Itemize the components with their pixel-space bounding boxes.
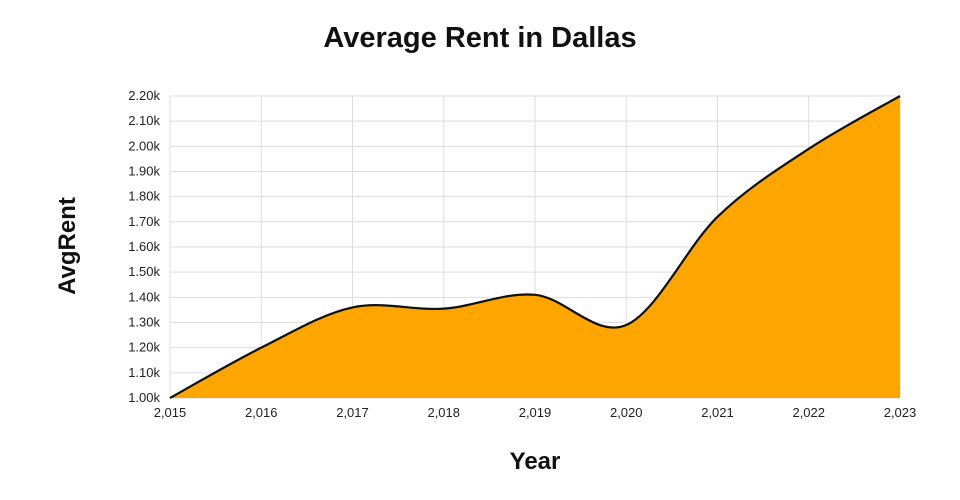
x-tick-label: 2,019 [519,405,552,420]
y-tick-label: 1.80k [128,189,160,204]
y-tick-label: 1.50k [128,264,160,279]
y-tick-label: 2.00k [128,138,160,153]
x-tick-labels: 2,015 2,016 2,017 2,018 2,019 2,020 2,021 2,022… [154,405,917,420]
x-tick-label: 2,023 [884,405,917,420]
area-line [169,95,901,399]
y-tick-label: 1.00k [128,390,160,405]
area-series [169,95,901,399]
x-tick-label: 2,017 [336,405,369,420]
x-tick-label: 2,016 [245,405,278,420]
y-tick-label: 1.40k [128,289,160,304]
x-tick-label: 2,020 [610,405,643,420]
chart-title: Average Rent in Dallas [323,22,637,54]
y-tick-label: 1.10k [128,365,160,380]
y-tick-labels: 1.00k 1.10k 1.20k 1.30k 1.40k 1.50k 1.60k 1.70k… [128,88,160,405]
x-tick-label: 2,022 [792,405,825,420]
y-tick-label: 1.60k [128,239,160,254]
area-fill [170,96,900,398]
y-tick-label: 2.10k [128,113,160,128]
x-tick-label: 2,015 [154,405,187,420]
x-tick-label: 2,018 [427,405,460,420]
y-tick-label: 1.90k [128,164,160,179]
y-tick-label: 1.70k [128,214,160,229]
x-tick-label: 2,021 [701,405,734,420]
x-axis-label: Year [509,448,561,475]
y-tick-label: 2.20k [128,88,160,103]
y-tick-label: 1.20k [128,340,160,355]
y-tick-label: 1.30k [128,315,160,330]
